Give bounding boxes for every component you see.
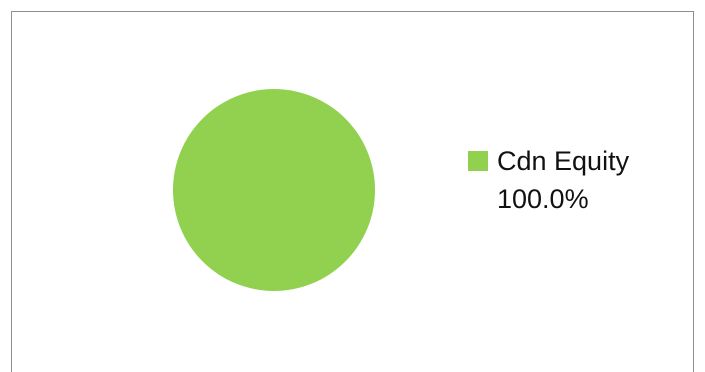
pie-slices [173,89,375,291]
legend-item: Cdn Equity [468,142,629,180]
legend-label: Cdn Equity [497,146,630,176]
pie-slice [173,89,375,291]
legend-swatch [468,151,488,171]
legend-percentage: 100.0% [497,184,589,214]
chart-legend: Cdn Equity 100.0% [468,142,629,218]
